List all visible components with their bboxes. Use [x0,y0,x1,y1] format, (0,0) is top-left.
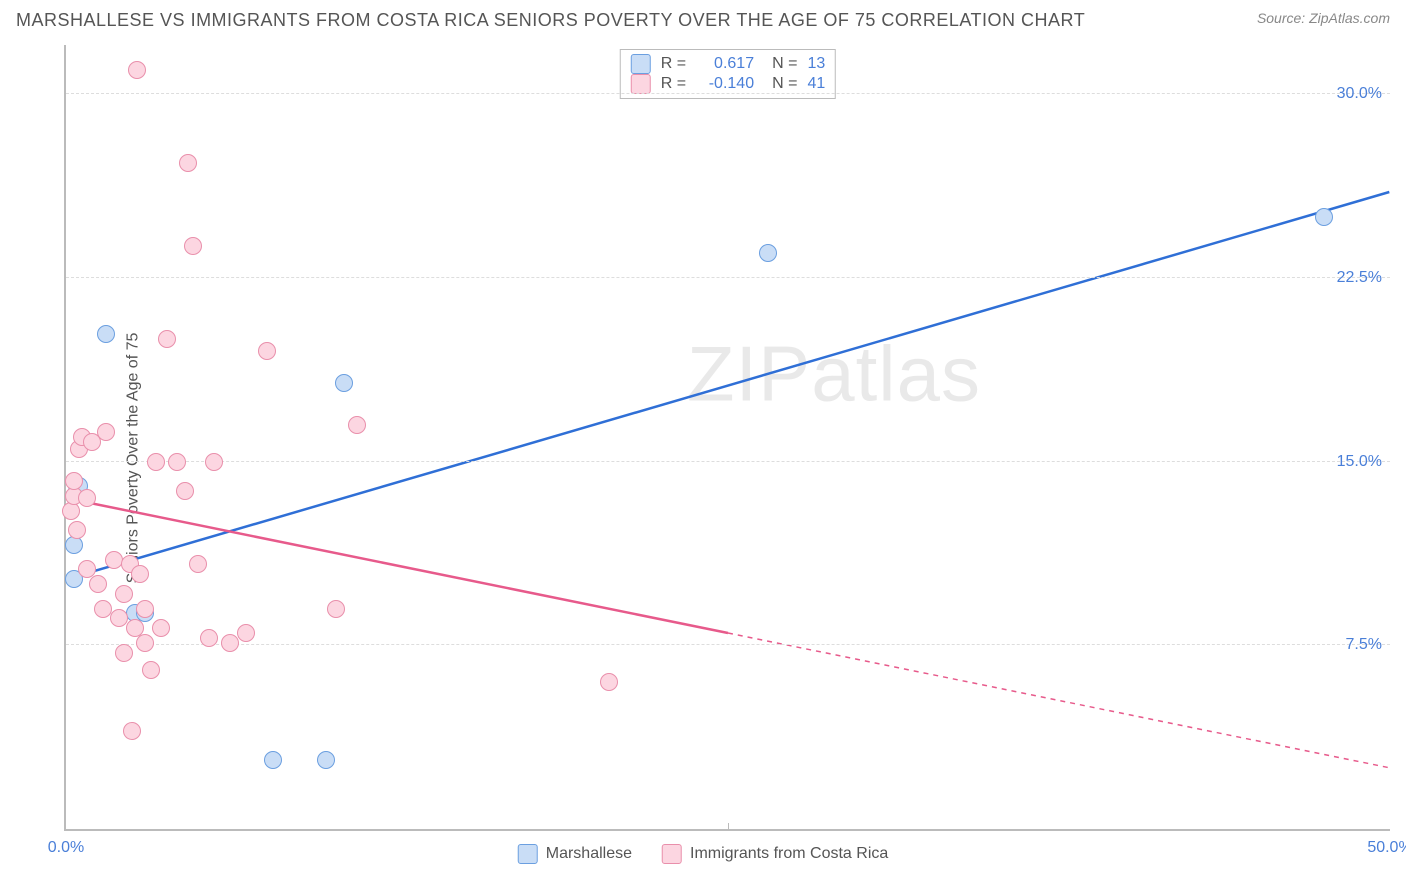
scatter-point [168,453,186,471]
scatter-point [237,624,255,642]
y-tick-label: 7.5% [1346,636,1382,654]
y-tick-label: 30.0% [1337,85,1382,103]
stat-r-label: R = [661,55,686,73]
x-tick-label: 0.0% [48,839,84,857]
x-minor-tick [728,823,729,831]
scatter-point [89,575,107,593]
stat-n-value: 41 [807,75,825,93]
scatter-point [184,237,202,255]
gridline [66,277,1390,278]
legend-swatch [518,844,538,864]
trend-line-dashed [728,633,1389,768]
scatter-point [759,244,777,262]
plot-area: ZIPatlas R = 0.617 N = 13 R = -0.140 N = 41 7.5… [64,45,1390,831]
gridline [66,644,1390,645]
scatter-point [142,661,160,679]
scatter-point [205,453,223,471]
scatter-point [131,565,149,583]
y-tick-label: 15.0% [1337,453,1382,471]
y-tick-label: 22.5% [1337,269,1382,287]
trend-lines-layer [66,45,1390,829]
chart-title: MARSHALLESE VS IMMIGRANTS FROM COSTA RIC… [16,10,1085,31]
trend-line-solid [67,498,728,633]
scatter-point [348,416,366,434]
stat-n-label: N = [772,55,797,73]
watermark-thin: atlas [811,330,981,418]
correlation-stats-box: R = 0.617 N = 13 R = -0.140 N = 41 [620,49,836,99]
stat-n-value: 13 [807,55,825,73]
scatter-point [1315,208,1333,226]
bottom-legend: Marshallese Immigrants from Costa Rica [518,844,889,864]
legend-swatch [631,54,651,74]
legend-label: Immigrants from Costa Rica [690,845,888,863]
legend-item: Marshallese [518,844,632,864]
stat-row: R = -0.140 N = 41 [631,74,825,94]
legend-swatch [662,844,682,864]
scatter-point [136,634,154,652]
scatter-point [264,751,282,769]
watermark: ZIPatlas [687,329,981,420]
scatter-point [600,673,618,691]
scatter-point [78,489,96,507]
scatter-point [115,585,133,603]
scatter-point [176,482,194,500]
legend-swatch [631,74,651,94]
scatter-point [147,453,165,471]
scatter-point [136,600,154,618]
watermark-bold: ZIP [687,330,811,418]
x-tick-label: 50.0% [1367,839,1406,857]
stat-r-label: R = [661,75,686,93]
legend-label: Marshallese [546,845,632,863]
trend-line [67,192,1390,579]
scatter-point [65,472,83,490]
gridline [66,93,1390,94]
scatter-point [179,154,197,172]
gridline [66,461,1390,462]
scatter-point [97,423,115,441]
scatter-point [97,325,115,343]
scatter-point [327,600,345,618]
scatter-point [258,342,276,360]
stat-row: R = 0.617 N = 13 [631,54,825,74]
scatter-point [189,555,207,573]
stat-r-value: -0.140 [696,75,754,93]
scatter-point [200,629,218,647]
scatter-point [317,751,335,769]
scatter-point [152,619,170,637]
stat-r-value: 0.617 [696,55,754,73]
chart-container: Seniors Poverty Over the Age of 75 ZIPat… [16,40,1390,876]
legend-item: Immigrants from Costa Rica [662,844,888,864]
scatter-point [128,61,146,79]
source-attribution: Source: ZipAtlas.com [1257,10,1390,26]
stat-n-label: N = [772,75,797,93]
scatter-point [335,374,353,392]
scatter-point [68,521,86,539]
scatter-point [123,722,141,740]
scatter-point [221,634,239,652]
scatter-point [158,330,176,348]
scatter-point [115,644,133,662]
